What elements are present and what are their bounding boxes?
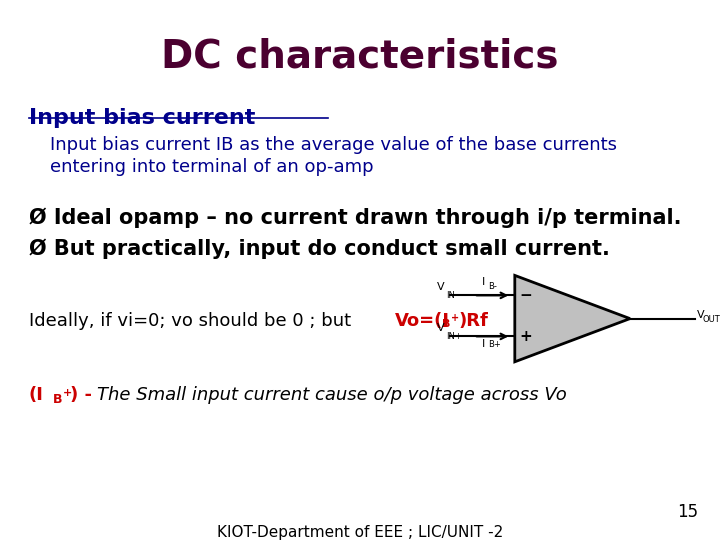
Text: V: V xyxy=(436,322,444,333)
Text: +: + xyxy=(63,388,73,398)
Text: −: − xyxy=(519,288,532,303)
Text: entering into terminal of an op-amp: entering into terminal of an op-amp xyxy=(50,158,374,176)
Text: IN-: IN- xyxy=(446,291,457,300)
Text: Ideally, if vi=0; vo should be 0 ; but: Ideally, if vi=0; vo should be 0 ; but xyxy=(29,312,362,330)
Text: Vo=(I: Vo=(I xyxy=(395,312,449,330)
Text: )Rf: )Rf xyxy=(459,312,488,330)
Text: OUT: OUT xyxy=(703,315,720,324)
Text: +: + xyxy=(519,329,532,344)
Text: KIOT-Department of EEE ; LIC/UNIT -2: KIOT-Department of EEE ; LIC/UNIT -2 xyxy=(217,525,503,540)
Text: I: I xyxy=(482,277,485,287)
Text: B+: B+ xyxy=(488,340,501,349)
Text: (I: (I xyxy=(29,386,44,404)
Text: IN+: IN+ xyxy=(446,332,462,341)
Text: Input bias current IB as the average value of the base currents: Input bias current IB as the average val… xyxy=(50,136,618,154)
Text: DC characteristics: DC characteristics xyxy=(161,38,559,76)
Text: B: B xyxy=(53,393,63,406)
Polygon shape xyxy=(515,275,630,362)
Text: Ø Ideal opamp – no current drawn through i/p terminal.: Ø Ideal opamp – no current drawn through… xyxy=(29,208,681,228)
Text: ) -: ) - xyxy=(70,386,98,404)
Text: +: + xyxy=(451,313,459,323)
Text: B-: B- xyxy=(488,282,497,291)
Text: The Small input current cause o/p voltage across Vo: The Small input current cause o/p voltag… xyxy=(97,386,567,404)
Text: Ø But practically, input do conduct small current.: Ø But practically, input do conduct smal… xyxy=(29,239,610,259)
Text: V: V xyxy=(436,281,444,292)
Text: V: V xyxy=(697,310,705,320)
Text: 15: 15 xyxy=(678,503,698,521)
Text: Input bias current: Input bias current xyxy=(29,108,255,128)
Text: I: I xyxy=(482,339,485,349)
Text: B: B xyxy=(442,319,451,329)
